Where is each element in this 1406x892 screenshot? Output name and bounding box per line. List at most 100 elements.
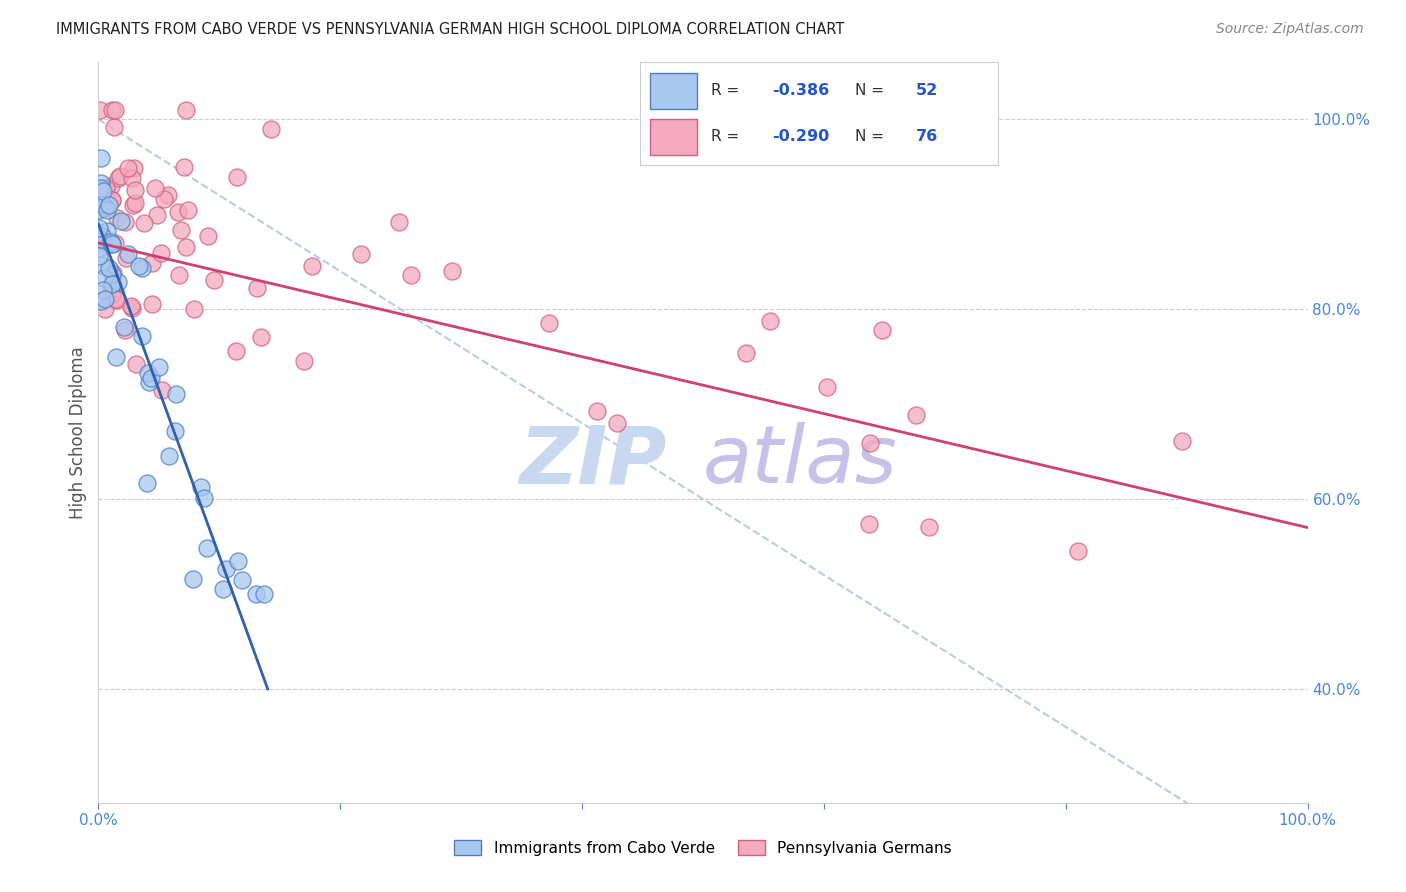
Point	[138, 375, 160, 389]
Point	[114, 323, 136, 337]
Point	[859, 436, 882, 450]
Point	[90, 226, 112, 240]
Point	[104, 292, 127, 306]
Point	[90, 151, 112, 165]
Point	[202, 273, 225, 287]
Point	[141, 255, 163, 269]
Point	[136, 475, 159, 490]
Point	[231, 573, 253, 587]
Point	[181, 572, 204, 586]
Point	[117, 161, 139, 175]
Point	[97, 198, 120, 212]
Point	[399, 268, 422, 283]
Text: IMMIGRANTS FROM CABO VERDE VS PENNSYLVANIA GERMAN HIGH SCHOOL DIPLOMA CORRELATIO: IMMIGRANTS FROM CABO VERDE VS PENNSYLVAN…	[56, 22, 845, 37]
Point	[177, 203, 200, 218]
Point	[143, 181, 166, 195]
Point	[586, 404, 609, 418]
Point	[100, 281, 122, 295]
Point	[103, 120, 125, 134]
Point	[226, 554, 249, 568]
Point	[100, 235, 122, 250]
Point	[122, 198, 145, 212]
Point	[190, 480, 212, 494]
Point	[125, 357, 148, 371]
Text: 52: 52	[915, 83, 938, 98]
Point	[110, 213, 132, 227]
Point	[606, 416, 628, 430]
Point	[115, 251, 138, 265]
Point	[121, 171, 143, 186]
Point	[156, 187, 179, 202]
Point	[104, 103, 127, 117]
Point	[100, 194, 122, 208]
Point	[100, 103, 122, 117]
Point	[301, 259, 323, 273]
Text: R =: R =	[711, 83, 745, 98]
Point	[225, 169, 247, 184]
Point	[100, 268, 122, 282]
Point	[94, 201, 117, 215]
Point	[167, 204, 190, 219]
Point	[101, 267, 124, 281]
Point	[148, 359, 170, 374]
Point	[153, 192, 176, 206]
Point	[441, 264, 464, 278]
Point	[292, 354, 315, 368]
Point	[107, 171, 129, 186]
Point	[165, 424, 187, 438]
Text: -0.290: -0.290	[772, 129, 830, 145]
Point	[89, 103, 111, 117]
Point	[87, 249, 110, 263]
Text: atlas: atlas	[703, 422, 898, 500]
Point	[96, 224, 118, 238]
Point	[246, 281, 269, 295]
Point	[131, 328, 153, 343]
Point	[90, 176, 112, 190]
Y-axis label: High School Diploma: High School Diploma	[69, 346, 87, 519]
Point	[96, 202, 118, 217]
Point	[139, 371, 162, 385]
Point	[174, 240, 197, 254]
Text: -0.386: -0.386	[772, 83, 830, 98]
Point	[112, 320, 135, 334]
Point	[146, 208, 169, 222]
Point	[89, 241, 111, 255]
FancyBboxPatch shape	[651, 119, 697, 155]
Point	[124, 195, 146, 210]
Point	[93, 301, 115, 316]
Point	[128, 259, 150, 273]
Point	[94, 180, 117, 194]
Point	[101, 236, 124, 251]
Point	[121, 301, 143, 316]
Point	[89, 201, 111, 215]
Point	[98, 261, 121, 276]
Point	[904, 408, 927, 422]
FancyBboxPatch shape	[651, 73, 697, 109]
Point	[167, 268, 190, 283]
Text: N =: N =	[855, 83, 889, 98]
Point	[197, 541, 219, 556]
Point	[90, 293, 112, 308]
Point	[759, 314, 782, 328]
Point	[105, 350, 128, 364]
Legend: Immigrants from Cabo Verde, Pennsylvania Germans: Immigrants from Cabo Verde, Pennsylvania…	[449, 834, 957, 862]
Point	[104, 235, 127, 250]
Point	[94, 292, 117, 306]
Point	[872, 322, 894, 336]
Point	[170, 223, 193, 237]
Point	[165, 387, 187, 401]
Point	[174, 103, 197, 117]
Point	[93, 283, 115, 297]
Point	[107, 275, 129, 289]
Point	[253, 587, 276, 601]
Point	[93, 201, 115, 215]
Point	[350, 247, 373, 261]
Point	[120, 299, 142, 313]
Point	[136, 367, 159, 381]
Point	[250, 330, 273, 344]
Point	[124, 183, 146, 197]
Point	[90, 229, 112, 244]
Point	[100, 237, 122, 252]
Point	[90, 180, 112, 194]
Point	[132, 216, 155, 230]
